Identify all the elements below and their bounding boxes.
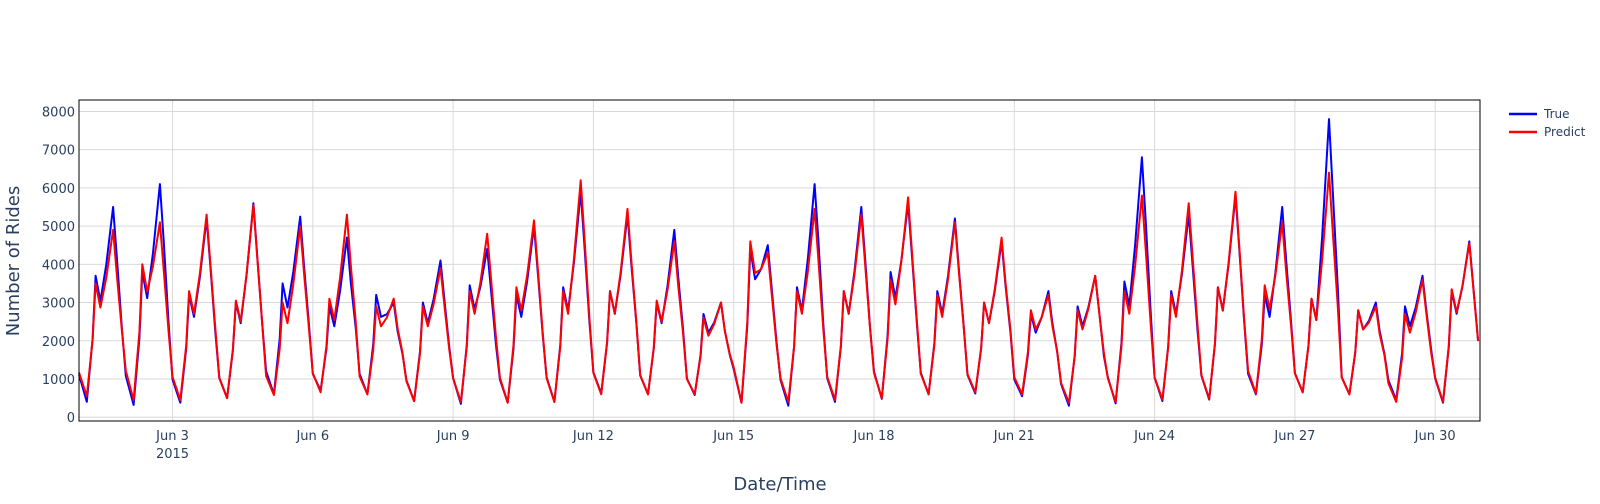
x-tick-label: Jun 24 [1133,429,1175,444]
x-tick-label: Jun 9 [436,429,470,444]
y-tick-label: 0 [67,411,75,426]
y-tick-label: 5000 [42,220,75,235]
series-line-predict [78,171,1480,404]
legend-label: True [1543,107,1570,121]
x-tick-label: Jun 12 [572,429,614,444]
plot-frame [78,99,1481,422]
y-tick-label: 7000 [42,144,75,159]
y-axis-title: Number of Rides [3,186,24,337]
legend[interactable]: True Predict [1509,107,1586,139]
y-tick-label: 3000 [42,297,75,312]
y-tick-label: 1000 [42,373,75,388]
y-tick-label: 6000 [42,182,75,197]
x-tick-label: Jun 30 [1414,429,1456,444]
x-axis-ticks: Jun 3 2015 Jun 6 Jun 9 Jun 12 Jun 15 Jun 18 Jun… [155,429,1456,462]
x-tick-label: Jun 27 [1273,429,1315,444]
series-lines [78,118,1480,407]
y-tick-label: 2000 [42,335,75,350]
y-tick-label: 4000 [42,258,75,273]
x-axis-title: Date/Time [733,474,826,495]
legend-label: Predict [1544,125,1586,139]
x-tick-label: Jun 6 [295,429,329,444]
x-tick-label: Jun 3 [155,429,189,444]
x-tick-year-label: 2015 [156,447,189,462]
y-tick-label: 8000 [42,105,75,120]
x-tick-label: Jun 18 [853,429,895,444]
x-tick-label: Jun 21 [993,429,1035,444]
y-axis-ticks: 0 1000 2000 3000 4000 5000 6000 7000 8000 [42,105,75,426]
x-tick-label: Jun 15 [712,429,754,444]
legend-item-true[interactable]: True [1509,107,1570,121]
legend-item-predict[interactable]: Predict [1509,125,1586,139]
